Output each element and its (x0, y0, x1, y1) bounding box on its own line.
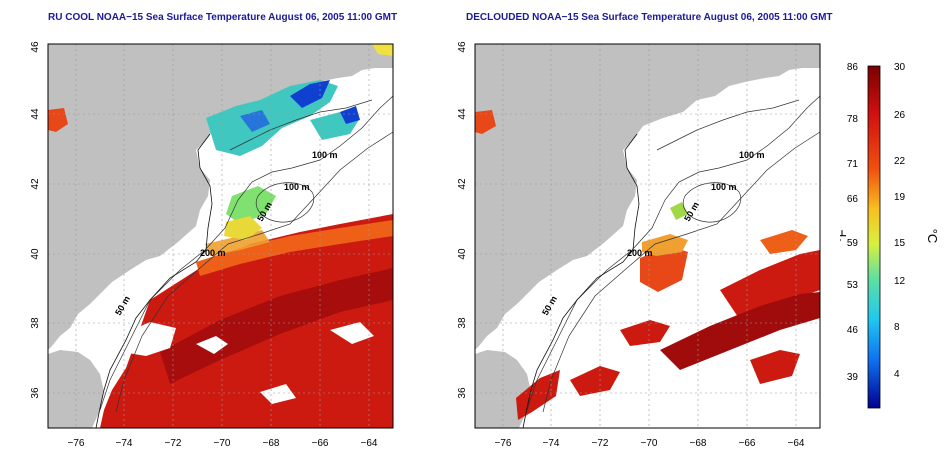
lon-tick-label: −76 (495, 438, 512, 449)
warm-patch (372, 44, 393, 56)
fahrenheit-tick: 39 (847, 372, 859, 383)
celsius-tick: 8 (894, 322, 900, 333)
fahrenheit-tick: 78 (847, 114, 859, 125)
coastline (95, 133, 213, 428)
fahrenheit-tick: 59 (847, 238, 859, 249)
depth-label: 100 m (711, 182, 737, 192)
lat-tick-label: 36 (457, 387, 468, 399)
lat-tick-label: 42 (457, 178, 468, 190)
lon-tick-label: −64 (788, 438, 805, 449)
lat-tick-label: 46 (30, 41, 41, 53)
land-mass (48, 44, 393, 350)
warm-water (620, 320, 670, 346)
depth-contour (256, 182, 315, 223)
fahrenheit-tick: 46 (847, 325, 859, 336)
land-mass (475, 44, 820, 350)
fahrenheit-tick: 66 (847, 194, 859, 205)
lat-tick-label: 46 (457, 41, 468, 53)
lat-tick-label: 42 (30, 178, 41, 190)
celsius-tick: 4 (894, 369, 900, 380)
lon-tick-label: −68 (690, 438, 707, 449)
hot-water-band (160, 268, 393, 384)
depth-label: 200 m (200, 248, 226, 258)
cool-water (224, 216, 262, 240)
celsius-tick: 26 (894, 110, 906, 121)
lon-tick-label: −74 (116, 438, 133, 449)
celsius-label: °C (925, 229, 940, 244)
fahrenheit-tick: 71 (847, 159, 859, 170)
lon-tick-label: −70 (641, 438, 658, 449)
orange-front (196, 220, 393, 276)
lat-tick-label: 38 (457, 317, 468, 329)
fahrenheit-label: °F (840, 229, 849, 242)
right-sst-map: 100 m 100 m 50 m 200 m 50 m −76 −74 −72 … (457, 41, 821, 449)
depth-contour (526, 95, 820, 411)
celsius-tick: 15 (894, 238, 906, 249)
cold-water (290, 80, 330, 108)
hot-water-band (660, 292, 820, 370)
fahrenheit-tick: 86 (847, 62, 859, 73)
cloud-patch (196, 336, 228, 354)
lon-tick-label: −72 (592, 438, 609, 449)
left-map-title: RU COOL NOAA−15 Sea Surface Temperature … (48, 12, 398, 23)
depth-label: 100 m (312, 150, 338, 160)
warm-patch (475, 110, 496, 134)
cloud-patch (118, 322, 176, 356)
lon-tick-label: −70 (214, 438, 231, 449)
lat-tick-label: 38 (30, 317, 41, 329)
lon-tick-label: −66 (739, 438, 756, 449)
left-sst-map: 100 m 100 m 50 m 200 m 50 m −76 −74 −72 … (30, 41, 394, 449)
lat-tick-label: 40 (30, 248, 41, 260)
warm-water (642, 234, 688, 256)
lat-tick-label: 40 (457, 248, 468, 260)
lon-tick-label: −68 (263, 438, 280, 449)
celsius-tick: 12 (894, 276, 906, 287)
lat-tick-label: 36 (30, 387, 41, 399)
colorbar: 86 78 71 66 59 53 46 39 30 26 22 19 15 1… (840, 62, 940, 409)
warm-water (750, 350, 800, 384)
depth-contour (656, 99, 800, 151)
cold-water (340, 106, 360, 124)
celsius-tick: 30 (894, 62, 906, 73)
lon-tick-label: −72 (165, 438, 182, 449)
lon-tick-label: −74 (543, 438, 560, 449)
depth-contour (229, 99, 373, 151)
cold-water (240, 110, 270, 132)
cloud-patch (260, 384, 296, 404)
coastline (522, 133, 640, 428)
celsius-tick: 22 (894, 156, 906, 167)
warm-water (720, 250, 820, 320)
lat-tick-label: 44 (457, 108, 468, 120)
lon-tick-label: −66 (312, 438, 329, 449)
cool-water (226, 186, 276, 224)
depth-contour (683, 182, 742, 223)
lat-tick-label: 44 (30, 108, 41, 120)
warm-water (640, 246, 688, 292)
depth-contour (99, 95, 393, 411)
right-map-title: DECLOUDED NOAA−15 Sea Surface Temperatur… (466, 12, 833, 23)
colorbar-gradient (867, 65, 881, 409)
depth-label: 100 m (284, 182, 310, 192)
depth-label: 200 m (627, 248, 653, 258)
depth-label: 100 m (739, 150, 765, 160)
lon-tick-label: −76 (68, 438, 85, 449)
depth-contour (115, 131, 393, 413)
depth-contour (542, 131, 820, 413)
fahrenheit-tick: 53 (847, 280, 859, 291)
celsius-tick: 19 (894, 192, 906, 203)
cloud-patch (330, 322, 374, 344)
warm-water (570, 366, 620, 396)
lon-tick-label: −64 (361, 438, 378, 449)
